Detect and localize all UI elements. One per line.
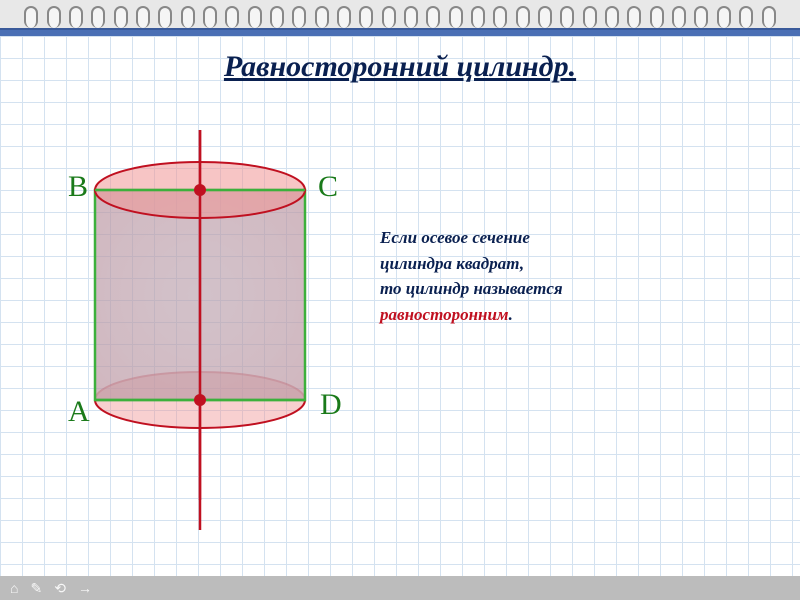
spiral-ring <box>359 6 373 28</box>
spiral-ring <box>538 6 552 28</box>
edit-icon[interactable]: ✎ <box>30 580 42 597</box>
spiral-ring <box>181 6 195 28</box>
vertex-label-D: D <box>320 388 342 422</box>
spiral-ring <box>225 6 239 28</box>
spiral-binding <box>0 0 800 30</box>
spiral-ring <box>203 6 217 28</box>
spiral-ring <box>136 6 150 28</box>
vertex-label-B: B <box>68 170 88 204</box>
page-title: Равносторонний цилиндр. <box>0 50 800 84</box>
spiral-ring <box>270 6 284 28</box>
definition-line: цилиндра квадрат, <box>380 251 730 277</box>
definition-line: равносторонним. <box>380 302 730 328</box>
spiral-ring <box>337 6 351 28</box>
bottom-toolbar: ⌂ ✎ ⟲ → <box>0 576 800 600</box>
definition-text: Если осевое сечениецилиндра квадрат,то ц… <box>380 225 730 327</box>
spiral-ring <box>560 6 574 28</box>
spiral-ring <box>69 6 83 28</box>
spiral-ring <box>158 6 172 28</box>
spiral-ring <box>672 6 686 28</box>
spiral-ring <box>694 6 708 28</box>
definition-line: Если осевое сечение <box>380 225 730 251</box>
spiral-ring <box>739 6 753 28</box>
spiral-ring <box>627 6 641 28</box>
spiral-ring <box>516 6 530 28</box>
home-icon[interactable]: ⌂ <box>10 580 18 596</box>
spiral-ring <box>315 6 329 28</box>
spiral-ring <box>762 6 776 28</box>
spiral-ring <box>292 6 306 28</box>
spiral-ring <box>717 6 731 28</box>
spiral-ring <box>248 6 262 28</box>
spiral-ring <box>91 6 105 28</box>
spiral-ring <box>650 6 664 28</box>
spiral-ring <box>583 6 597 28</box>
spiral-ring <box>382 6 396 28</box>
spiral-ring <box>471 6 485 28</box>
definition-line: то цилиндр называется <box>380 276 730 302</box>
spiral-ring <box>24 6 38 28</box>
spiral-ring <box>605 6 619 28</box>
vertex-label-A: A <box>68 395 90 429</box>
forward-icon[interactable]: → <box>78 580 92 596</box>
spiral-ring <box>449 6 463 28</box>
undo-icon[interactable]: ⟲ <box>54 580 66 597</box>
spiral-ring <box>114 6 128 28</box>
spiral-ring <box>426 6 440 28</box>
spiral-ring <box>493 6 507 28</box>
vertex-label-C: C <box>318 170 338 204</box>
spiral-ring <box>404 6 418 28</box>
spiral-ring <box>47 6 61 28</box>
